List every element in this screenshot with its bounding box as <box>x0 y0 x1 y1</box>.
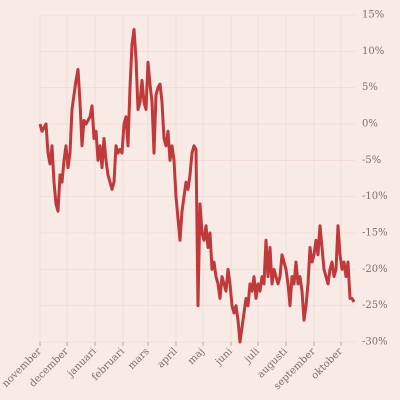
y-tick-label: -15% <box>362 228 388 239</box>
y-tick-label: -25% <box>362 300 388 311</box>
x-tick-label: maj <box>186 346 207 367</box>
line <box>38 28 356 344</box>
y-tick-label: 10% <box>362 46 384 57</box>
x-tick-label: juni <box>213 346 235 368</box>
y-tick-label: 15% <box>362 10 384 21</box>
y-tick-label: 0% <box>362 119 378 130</box>
y-tick-label: -20% <box>362 264 388 275</box>
y-tick-label: -5% <box>362 155 381 166</box>
x-tick-label: april <box>155 346 179 370</box>
y-tick-label: 5% <box>362 82 378 93</box>
y-tick-label: -10% <box>362 191 388 202</box>
x-tick-label: mars <box>126 346 152 372</box>
x-tick-label: juli <box>242 346 262 366</box>
y-tick-label: -30% <box>362 337 388 348</box>
